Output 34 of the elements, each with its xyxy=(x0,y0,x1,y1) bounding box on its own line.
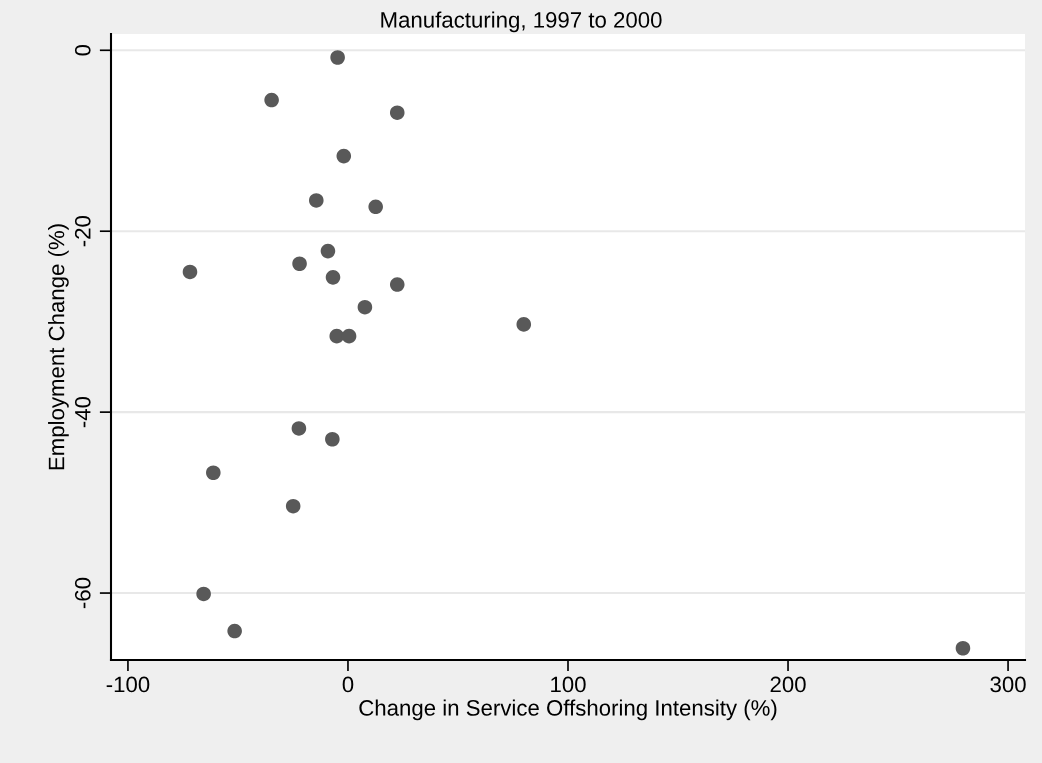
point xyxy=(389,105,405,120)
x-tick-label: 0 xyxy=(342,676,354,693)
point xyxy=(320,243,336,259)
y-axis-title: Employment Change (%) xyxy=(48,224,69,470)
point xyxy=(336,148,352,164)
y-tick-label: -40 xyxy=(74,396,91,428)
point xyxy=(309,193,324,208)
x-tick-label: 300 xyxy=(990,676,1026,693)
y-tick-label: -20 xyxy=(74,216,91,247)
point xyxy=(357,299,373,315)
point xyxy=(325,431,340,447)
chart-title: Manufacturing, 1997 to 2000 xyxy=(381,11,662,33)
point xyxy=(291,421,307,436)
y-tick-label: 0 xyxy=(74,44,91,56)
x-tick-label: 100 xyxy=(551,676,586,693)
point xyxy=(329,328,345,344)
y-tick-label: -60 xyxy=(74,577,91,609)
point xyxy=(285,498,301,514)
point xyxy=(368,199,383,215)
point xyxy=(206,465,221,481)
point xyxy=(955,640,971,656)
point xyxy=(292,256,307,272)
x-axis-title: Change in Service Offshoring Intensity (%) xyxy=(359,699,777,721)
point xyxy=(325,270,341,285)
point xyxy=(182,264,198,280)
point xyxy=(516,317,532,332)
point xyxy=(196,586,211,602)
point xyxy=(227,623,242,639)
point xyxy=(264,92,279,108)
point xyxy=(330,50,345,65)
x-tick-label: 200 xyxy=(770,676,806,693)
point xyxy=(341,328,357,344)
x-tick-label: -100 xyxy=(106,676,150,693)
point xyxy=(389,277,405,292)
